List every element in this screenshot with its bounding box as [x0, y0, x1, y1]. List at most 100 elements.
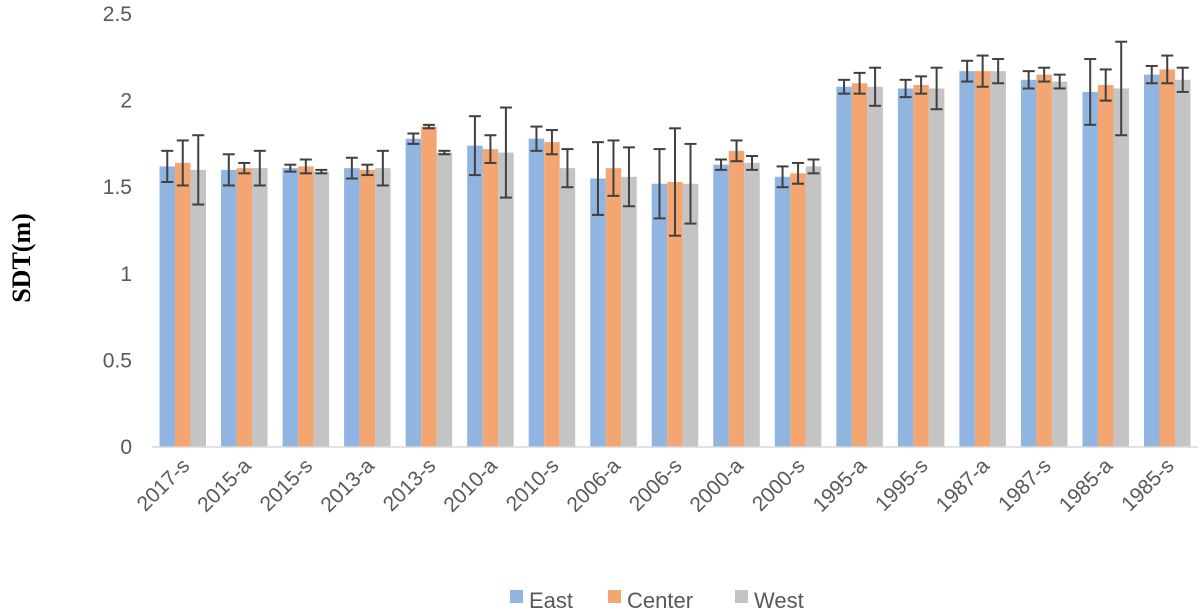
bar-east-2015-s — [282, 168, 299, 447]
bar-west-2000-s — [805, 166, 822, 447]
legend-swatch — [735, 590, 748, 603]
x-tick-label: 2010-s — [502, 454, 564, 516]
error-bar-center-1987-a — [976, 54, 989, 88]
bar-west-2006-s — [682, 183, 699, 447]
error-bar-east-2006-s — [653, 148, 666, 220]
error-bar-east-2015-a — [222, 153, 235, 187]
error-bar-east-2006-a — [591, 141, 604, 216]
error-bar-center-2000-s — [792, 161, 805, 185]
bar-center-2000-a — [728, 150, 745, 447]
x-tick-label: 2015-a — [193, 454, 256, 517]
x-tick-label: 2013-a — [316, 454, 379, 517]
x-tick-label: 2000-s — [748, 454, 810, 516]
error-bar-east-1995-a — [838, 78, 851, 95]
legend-label: East — [529, 588, 573, 613]
error-bar-east-2013-s — [407, 132, 420, 145]
error-bar-center-2017-s — [176, 139, 189, 187]
bar-east-1985-s — [1143, 74, 1160, 448]
error-bar-west-2015-s — [315, 168, 328, 175]
x-tick-label: 2015-s — [256, 454, 318, 516]
legend: East Center West — [510, 588, 804, 613]
legend-label: Center — [627, 588, 693, 613]
error-bar-east-1985-s — [1145, 64, 1158, 85]
bar-west-2010-s — [559, 168, 576, 447]
error-bar-center-2006-a — [607, 139, 620, 197]
error-bar-west-2010-a — [499, 106, 512, 199]
legend-label: West — [754, 588, 804, 613]
bar-west-2017-s — [190, 169, 207, 447]
legend-item-center: Center — [608, 588, 693, 613]
bar-east-2010-s — [528, 138, 545, 448]
legend-swatch — [510, 590, 523, 603]
x-tick-label: 2006-a — [563, 454, 626, 517]
bar-east-2017-s — [159, 166, 176, 447]
error-bar-center-2010-a — [484, 134, 497, 164]
x-tick-label: 2010-a — [439, 454, 502, 517]
error-bar-west-2000-s — [807, 158, 820, 175]
error-bar-east-2015-s — [284, 163, 297, 173]
bar-east-2013-s — [405, 138, 422, 448]
error-bar-east-2000-s — [776, 165, 789, 189]
bar-center-1985-a — [1097, 85, 1114, 448]
error-bar-center-1985-s — [1161, 54, 1174, 85]
bar-center-2006-a — [605, 168, 622, 447]
error-bar-east-1995-s — [899, 78, 912, 99]
error-bar-west-2010-s — [561, 148, 574, 189]
error-bar-west-2000-a — [746, 155, 759, 171]
bar-east-1987-a — [959, 71, 975, 447]
error-bar-west-2015-a — [253, 149, 266, 187]
bar-center-2010-a — [482, 149, 499, 447]
error-bar-center-2015-s — [299, 158, 312, 175]
bar-east-2006-a — [590, 178, 606, 448]
error-bar-east-1987-s — [1022, 70, 1035, 90]
bar-east-1987-s — [1020, 79, 1037, 447]
y-tick-label: 1 — [120, 263, 132, 286]
x-tick-label: 1985-s — [1117, 454, 1179, 516]
y-tick-label: 0 — [120, 436, 132, 459]
bar-east-2000-s — [774, 176, 791, 448]
bar-west-2013-a — [375, 168, 391, 447]
x-tick-label: 1995-a — [809, 454, 872, 517]
error-bar-center-1995-a — [853, 71, 866, 95]
bar-east-2006-s — [651, 183, 668, 447]
bar-center-1995-a — [851, 83, 868, 447]
bar-east-2013-a — [344, 168, 360, 447]
error-bar-west-1995-s — [930, 66, 943, 111]
error-bar-east-2013-a — [345, 156, 358, 180]
error-bar-west-2013-s — [438, 149, 451, 156]
bar-center-1985-s — [1159, 69, 1175, 447]
y-axis-label: SDT(m) — [7, 213, 36, 303]
bar-west-1985-s — [1174, 79, 1191, 447]
bar-series — [159, 69, 1191, 448]
error-bar-center-2000-a — [730, 139, 743, 163]
x-tick-label: 1985-a — [1055, 454, 1118, 517]
x-tick-label: 1995-s — [871, 454, 933, 516]
x-tick-label: 2013-s — [379, 454, 441, 516]
bar-west-2000-a — [744, 162, 760, 447]
error-bar-west-2006-s — [684, 142, 697, 225]
legend-item-west: West — [735, 588, 804, 613]
error-bar-west-2006-a — [622, 146, 635, 208]
bar-west-1987-a — [990, 71, 1006, 447]
error-bar-center-2010-s — [545, 129, 558, 156]
y-tick-label: 2.5 — [103, 3, 132, 26]
error-bar-west-1995-a — [869, 66, 882, 107]
legend-swatch — [608, 590, 621, 603]
bar-center-1987-a — [974, 71, 991, 447]
error-bar-east-2010-s — [530, 125, 543, 152]
bar-east-2010-a — [467, 145, 483, 447]
bar-center-2013-s — [421, 126, 437, 447]
bar-west-2006-a — [621, 176, 637, 448]
error-bar-west-1987-a — [992, 58, 1005, 85]
legend-item-east: East — [510, 588, 573, 613]
bar-west-2015-a — [252, 168, 268, 447]
error-bar-center-2013-s — [422, 123, 435, 130]
x-tick-label: 1987-a — [932, 454, 995, 517]
bar-west-1985-a — [1113, 88, 1129, 447]
error-bar-center-1995-s — [915, 75, 928, 95]
error-bar-center-2015-a — [238, 161, 251, 175]
error-bars — [161, 40, 1189, 237]
bar-west-1987-s — [1051, 81, 1068, 447]
bar-center-2000-s — [790, 173, 806, 447]
